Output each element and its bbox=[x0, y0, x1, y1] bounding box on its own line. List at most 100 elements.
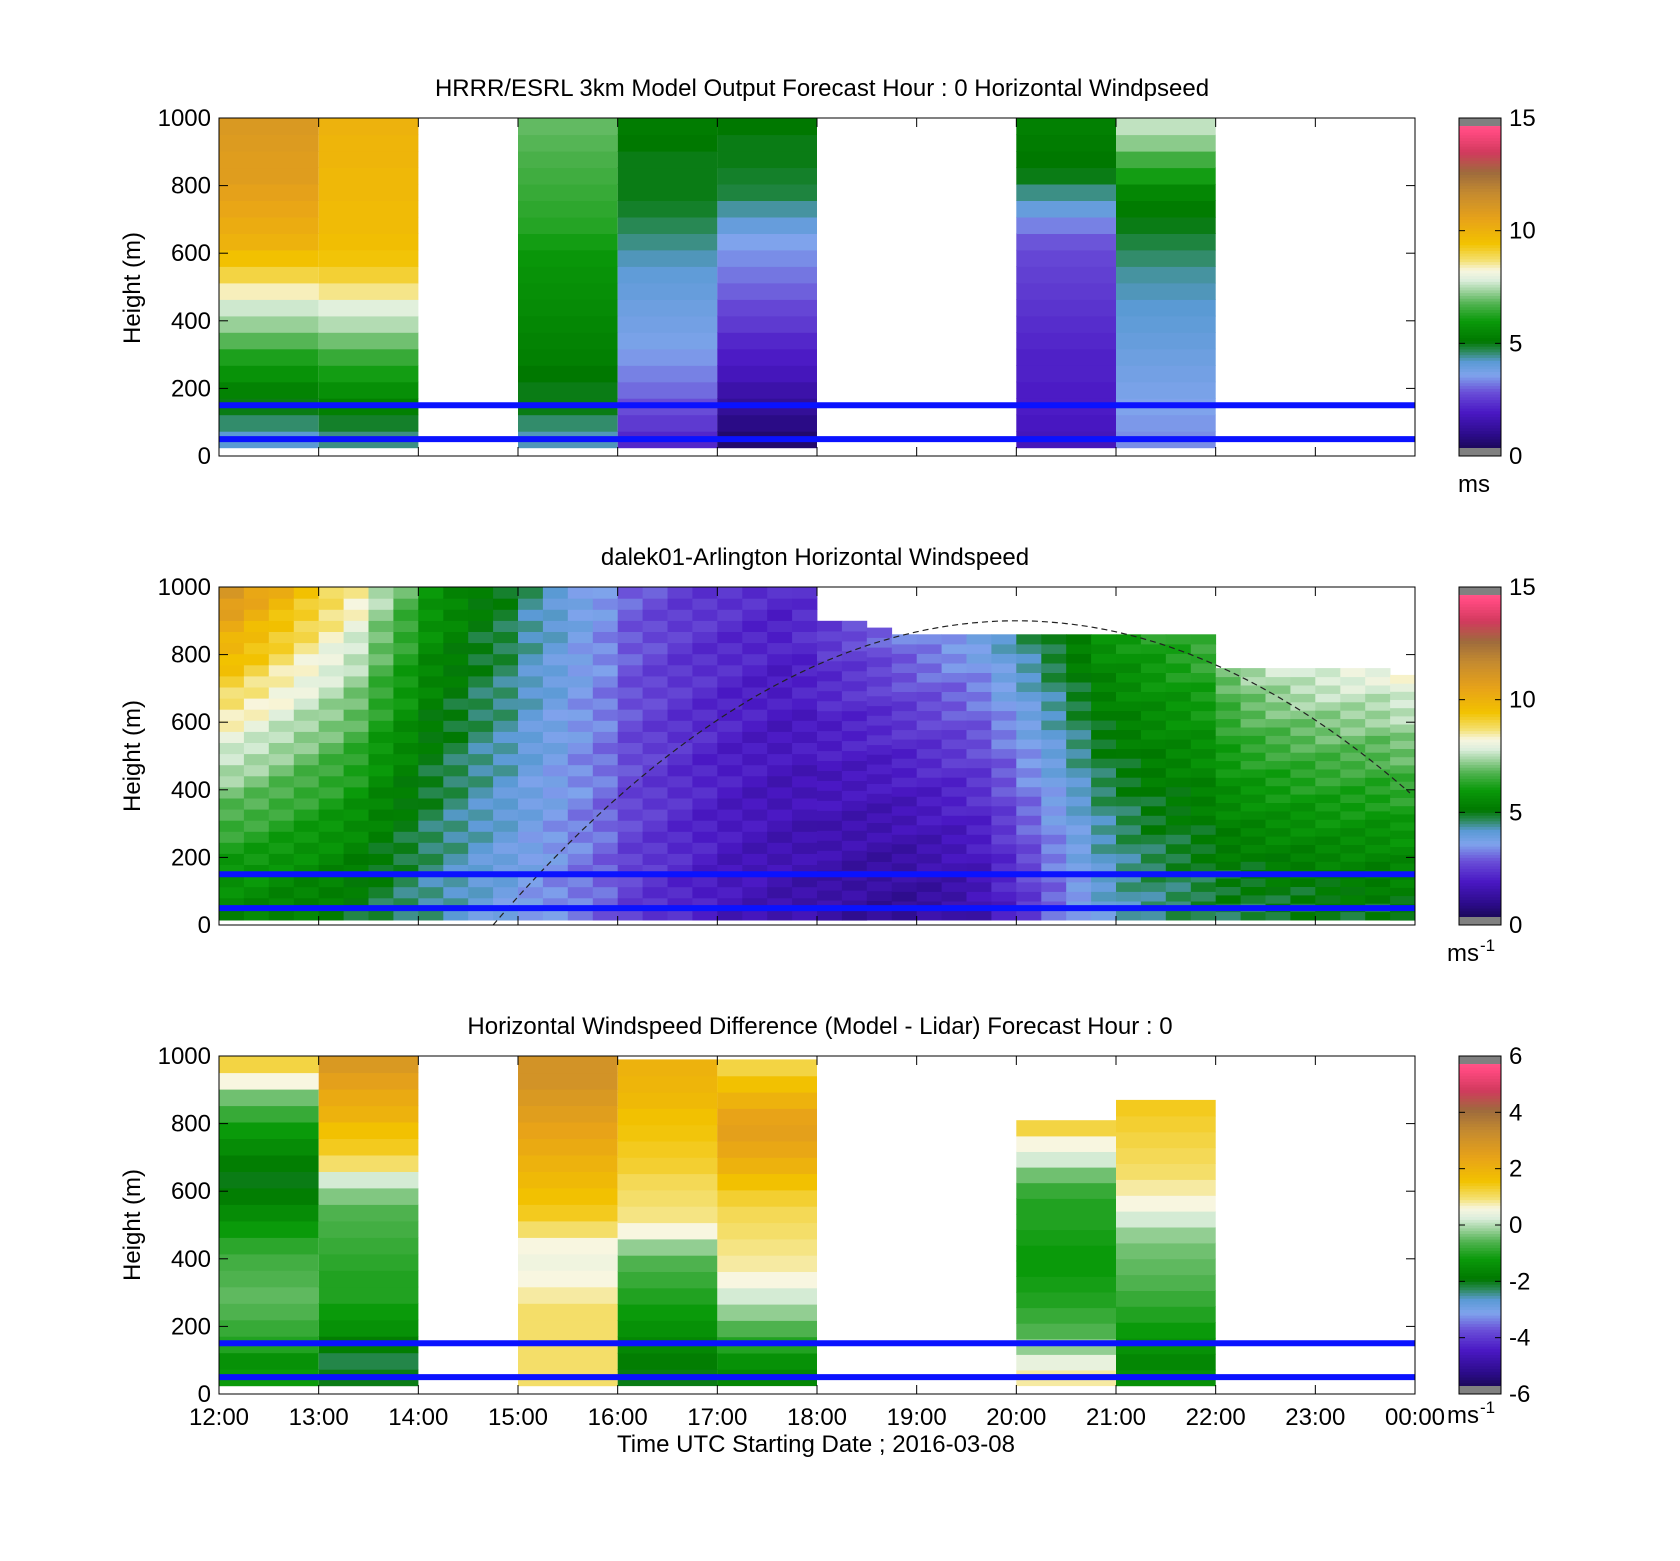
colorbar-segment bbox=[1459, 702, 1501, 706]
heatmap-cell bbox=[916, 786, 942, 797]
heatmap-cell bbox=[293, 842, 320, 854]
heatmap-cell bbox=[542, 897, 569, 910]
colorbar-unit-exponent: -1 bbox=[1480, 936, 1495, 955]
heatmap-cell bbox=[617, 897, 643, 910]
heatmap-cell bbox=[443, 609, 469, 621]
heatmap-cell bbox=[1016, 1291, 1116, 1309]
colorbar-segment bbox=[1459, 174, 1501, 178]
heatmap-cell bbox=[443, 631, 469, 644]
heatmap-cell bbox=[866, 695, 893, 707]
heatmap-cell bbox=[468, 609, 494, 621]
colorbar-segment bbox=[1459, 1106, 1501, 1111]
colorbar-segment bbox=[1459, 699, 1501, 703]
heatmap-cell bbox=[1091, 786, 1117, 797]
heatmap-cell bbox=[219, 249, 319, 267]
heatmap-cell bbox=[468, 620, 494, 632]
heatmap-cell bbox=[1365, 911, 1391, 921]
heatmap-cell bbox=[1016, 748, 1042, 759]
heatmap-cell bbox=[891, 653, 918, 664]
heatmap-cell bbox=[792, 853, 818, 865]
heatmap-cell bbox=[1016, 1307, 1116, 1324]
heatmap-cell bbox=[1116, 1353, 1216, 1371]
heatmap-cell bbox=[1016, 1198, 1116, 1215]
heatmap-cell bbox=[1140, 777, 1167, 788]
heatmap-cell bbox=[966, 748, 992, 759]
heatmap-cell bbox=[318, 1072, 419, 1090]
heatmap-cell bbox=[692, 609, 718, 621]
heatmap-cell bbox=[767, 720, 793, 732]
colorbar-segment bbox=[1459, 629, 1501, 633]
heatmap-cell bbox=[1365, 676, 1391, 686]
heatmap-cell bbox=[767, 886, 793, 899]
colorbar-segment bbox=[1459, 815, 1501, 819]
heatmap-cell bbox=[1365, 827, 1391, 837]
heatmap-cell bbox=[891, 710, 918, 721]
heatmap-cell bbox=[1066, 872, 1092, 883]
colorbar-segment bbox=[1459, 888, 1501, 892]
heatmap-cell bbox=[817, 910, 843, 921]
heatmap-cell bbox=[1190, 701, 1217, 712]
heatmap-cell bbox=[368, 742, 394, 755]
heatmap-cell bbox=[617, 620, 643, 632]
heatmap-cell bbox=[1290, 693, 1316, 703]
colorbar-segment bbox=[1459, 792, 1501, 796]
colorbar-segment bbox=[1459, 1089, 1501, 1094]
heatmap-cell bbox=[1016, 653, 1042, 664]
colorbar-segment bbox=[1459, 764, 1501, 768]
heatmap-cell bbox=[941, 643, 967, 654]
colorbar-segment bbox=[1459, 626, 1501, 630]
heatmap-cell bbox=[1165, 805, 1192, 816]
heatmap-cell bbox=[1140, 681, 1167, 692]
heatmap-cell bbox=[567, 664, 594, 677]
heatmap-cell bbox=[1390, 715, 1416, 725]
heatmap-cell bbox=[717, 1238, 817, 1256]
heatmap-cell bbox=[318, 216, 419, 234]
heatmap-cell bbox=[1315, 676, 1341, 686]
heatmap-cell bbox=[318, 764, 344, 777]
heatmap-cell bbox=[368, 842, 394, 854]
heatmap-cell bbox=[243, 908, 270, 921]
heatmap-cell bbox=[1066, 824, 1092, 835]
heatmap-cell bbox=[418, 631, 444, 644]
heatmap-cell bbox=[1116, 1179, 1216, 1196]
heatmap-cell bbox=[493, 686, 519, 699]
heatmap-cell bbox=[667, 775, 693, 788]
colorbar-segment bbox=[1459, 337, 1501, 342]
heatmap-cell bbox=[767, 875, 793, 888]
heatmap-cell bbox=[1016, 332, 1116, 350]
heatmap-cell bbox=[692, 775, 718, 788]
heatmap-cell bbox=[742, 598, 768, 610]
colorbar-segment bbox=[1459, 1210, 1501, 1215]
heatmap-cell bbox=[418, 886, 444, 899]
heatmap-cell bbox=[567, 875, 594, 888]
heatmap-cell bbox=[293, 609, 320, 621]
heatmap-cell bbox=[692, 709, 718, 721]
colorbar-segment bbox=[1459, 865, 1501, 870]
heatmap-cell bbox=[592, 797, 619, 810]
colorbar-segment bbox=[1459, 1253, 1501, 1257]
heatmap-cell bbox=[966, 643, 992, 654]
heatmap-cell bbox=[841, 830, 868, 841]
heatmap-cell bbox=[592, 908, 619, 921]
heatmap-cell bbox=[717, 414, 817, 432]
colorbar-segment bbox=[1459, 1115, 1501, 1119]
heatmap-cell bbox=[592, 720, 619, 732]
heatmap-cell bbox=[268, 587, 295, 599]
heatmap-cell bbox=[742, 653, 768, 666]
colorbar-segment bbox=[1459, 739, 1501, 743]
heatmap-cell bbox=[617, 1189, 718, 1207]
heatmap-cell bbox=[1365, 861, 1391, 871]
heatmap-cell bbox=[368, 797, 394, 810]
heatmap-cell bbox=[667, 731, 693, 743]
heatmap-cell bbox=[1390, 911, 1416, 921]
heatmap-cell bbox=[243, 853, 270, 865]
heatmap-cell bbox=[667, 897, 693, 910]
heatmap-cell bbox=[1365, 894, 1391, 904]
heatmap-cell bbox=[1140, 872, 1167, 883]
heatmap-cell bbox=[1041, 862, 1067, 873]
heatmap-cell bbox=[1240, 693, 1266, 703]
colorbar-segment bbox=[1459, 899, 1501, 903]
heatmap-cell bbox=[518, 1154, 618, 1172]
heatmap-cell bbox=[916, 853, 942, 864]
heatmap-cell bbox=[1190, 653, 1217, 664]
